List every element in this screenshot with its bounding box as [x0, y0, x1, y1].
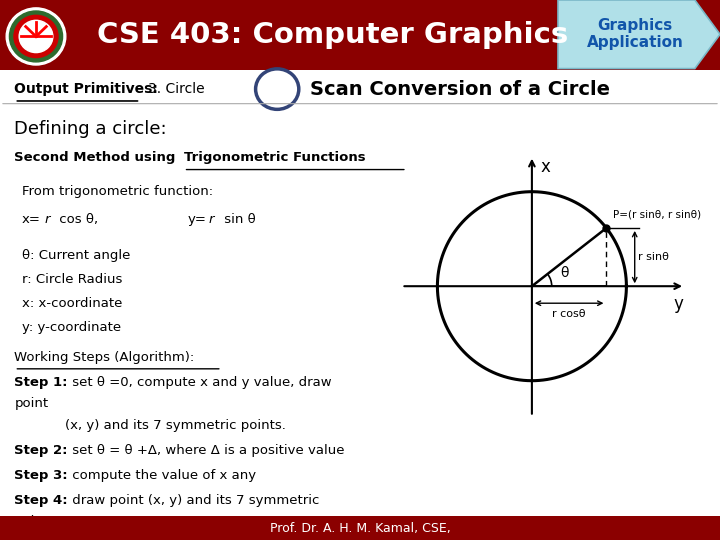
Text: cos θ,: cos θ,	[55, 213, 98, 226]
Text: draw point (x, y) and its 7 symmetric: draw point (x, y) and its 7 symmetric	[68, 494, 320, 507]
Text: points.: points.	[14, 515, 60, 528]
Text: x=: x=	[22, 213, 40, 226]
Text: x: x-coordinate: x: x-coordinate	[22, 297, 122, 310]
Text: From trigonometric function:: From trigonometric function:	[22, 185, 212, 198]
Text: CSE 403: Computer Graphics: CSE 403: Computer Graphics	[97, 21, 569, 49]
Text: r cosθ: r cosθ	[552, 309, 586, 319]
Text: set θ = θ +Δ, where Δ is a positive value: set θ = θ +Δ, where Δ is a positive valu…	[68, 444, 345, 457]
Text: r: r	[45, 213, 50, 226]
Circle shape	[19, 21, 53, 52]
Text: Defining a circle:: Defining a circle:	[14, 120, 167, 138]
Circle shape	[14, 15, 58, 58]
Text: y: y-coordinate: y: y-coordinate	[22, 321, 121, 334]
Circle shape	[9, 11, 63, 62]
Text: Working Steps (Algorithm):: Working Steps (Algorithm):	[14, 351, 194, 364]
Text: point: point	[14, 397, 48, 410]
Text: Second Method using: Second Method using	[14, 151, 181, 164]
Text: sin θ: sin θ	[220, 213, 256, 226]
Text: Output Primitives:: Output Primitives:	[14, 82, 158, 96]
Text: compute the value of x any: compute the value of x any	[68, 469, 256, 482]
Text: 3. Circle: 3. Circle	[148, 82, 204, 96]
Text: Scan Conversion of a Circle: Scan Conversion of a Circle	[310, 79, 610, 99]
Text: y=: y=	[187, 213, 206, 226]
Text: Step 1:: Step 1:	[14, 376, 68, 389]
Bar	[0, 516, 720, 540]
Text: Step 4:: Step 4:	[14, 494, 68, 507]
Circle shape	[6, 8, 66, 65]
Text: Step 3:: Step 3:	[14, 469, 68, 482]
Polygon shape	[558, 0, 720, 69]
Bar	[0, 0, 720, 70]
Text: Step 2:: Step 2:	[14, 444, 68, 457]
Text: θ: θ	[560, 266, 569, 280]
Text: Trigonometric Functions: Trigonometric Functions	[184, 151, 365, 164]
Text: y: y	[673, 295, 683, 313]
Text: r: Circle Radius: r: Circle Radius	[22, 273, 122, 286]
Text: θ: Current angle: θ: Current angle	[22, 249, 130, 262]
Text: (x, y) and its 7 symmetric points.: (x, y) and its 7 symmetric points.	[65, 419, 286, 432]
Text: x: x	[541, 158, 550, 176]
Text: r sinθ: r sinθ	[637, 252, 668, 262]
Text: Prof. Dr. A. H. M. Kamal, CSE,: Prof. Dr. A. H. M. Kamal, CSE,	[269, 522, 451, 535]
Text: Graphics
Application: Graphics Application	[587, 18, 683, 50]
Text: r: r	[209, 213, 215, 226]
Text: set θ =0, compute x and y value, draw: set θ =0, compute x and y value, draw	[68, 376, 332, 389]
Text: P=(r sinθ, r sinθ): P=(r sinθ, r sinθ)	[613, 210, 701, 220]
